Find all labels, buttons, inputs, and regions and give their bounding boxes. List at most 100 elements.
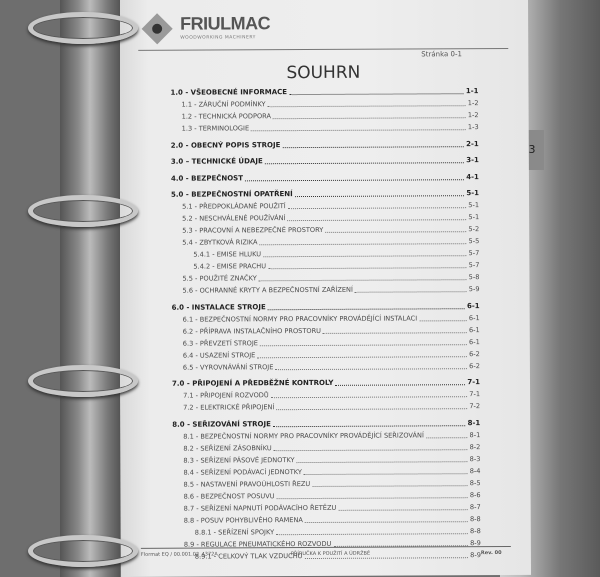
footer-manual-title: PŘÍRUČKA K POUŽITÍ A ÚDRŽBĚ [290, 550, 371, 558]
toc-entry-page: 8-4 [469, 466, 481, 475]
toc-entry-title: 8.4 - SEŘÍZENÍ PODÁVACÍ JEDNOTKY [183, 467, 302, 477]
dot-leader [258, 279, 467, 282]
page-title: SOUHRN [286, 62, 361, 84]
toc-entry-page: 8-2 [469, 442, 481, 451]
toc-entry-page: 5-1 [466, 189, 480, 198]
toc-entry-title: 8.8 - POSUV POHYBLIVÉHO RAMENA [183, 515, 303, 525]
toc-entry-title: 8.0 - SEŘIZOVÁNÍ STROJE [172, 419, 271, 429]
toc-entry-page: 8-1 [467, 418, 481, 427]
dot-leader [273, 448, 468, 451]
toc-entry-title: 5.2 - NESCHVÁLENÉ POUŽÍVÁNÍ [182, 214, 286, 223]
toc-entry-title: 8.8.1 - SEŘÍZENÍ SPOJKY [194, 527, 275, 537]
dot-leader [270, 396, 468, 399]
dot-leader [338, 508, 468, 511]
toc-entry-page: 6-1 [468, 325, 480, 334]
dot-leader [275, 367, 468, 370]
toc-entry-page: 5-5 [468, 237, 480, 246]
toc-entry-title: 6.2 - PŘÍPRAVA INSTALAČNÍHO PROSTORU [182, 326, 321, 336]
toc-entry-title: 8.2 - SEŘÍZENÍ ZÁSOBNÍKU [183, 443, 272, 453]
toc-entry-title: 8.6 - BEZPEČNOST POSUVU [183, 491, 275, 501]
toc-entry: 3.0 – TECHNICKÉ ÚDAJE 3-1 [171, 153, 479, 168]
toc-entry: 1.3 - TERMINOLOGIE 1-3 [171, 121, 479, 135]
binder-ring [28, 365, 138, 397]
toc-entry-title: 1.1 - ZÁRUČNÍ PODMÍNKY [181, 100, 266, 109]
dot-leader [264, 162, 465, 165]
toc-entry-title: 1.3 - TERMINOLOGIE [181, 124, 250, 133]
dot-leader [304, 520, 468, 523]
toc-entry-page: 3-1 [466, 156, 479, 165]
table-of-contents: 1.0 - VŠEOBECNÉ INFORMACE 1-1 1.1 - ZÁRUČN… [170, 84, 480, 562]
toc-entry-title: 7.1 - PŘIPOJENÍ ROZVODŮ [183, 391, 269, 400]
toc-entry: 2.0 - OBECNÝ POPIS STROJE 2-1 [171, 137, 479, 152]
toc-entry-title: 5.3 - PRACOVNÍ A NEBEZPEČNÉ PROSTORY [182, 225, 324, 235]
dot-leader [245, 178, 465, 181]
toc-entry-page: 7-2 [469, 402, 481, 411]
toc-entry-page: 8-1 [469, 430, 481, 439]
binder-spine [60, 0, 120, 577]
binder-ring [28, 535, 138, 567]
dot-leader [251, 129, 466, 132]
page-number: Stránka 0-1 [421, 50, 462, 59]
toc-entry-page: 8-6 [469, 490, 481, 499]
toc-entry: 5.6 - OCHRANNÉ KRYTY A BEZPEČNOSTNÍ ZAŘÍ… [171, 283, 480, 297]
toc-entry-title: 8.1 - BEZPEČNOSTNÍ NORMY PRO PRACOVNÍKY … [183, 430, 424, 441]
toc-entry-title: 8.5 - NASTAVENÍ PRAVOÚHLOSTI ŘEZU [183, 479, 311, 489]
toc-entry-page: 7-1 [469, 390, 481, 399]
brand-name: FRIULMAC [180, 13, 271, 34]
toc-entry-title: 6.4 - USAZENÍ STROJE [182, 350, 256, 360]
toc-entry-title: 7.2 - ELEKTRICKÉ PŘIPOJENÍ [183, 403, 275, 412]
toc-entry-title: 5.4 - ZBYTKOVÁ RIZIKA [182, 238, 258, 247]
dot-leader [304, 556, 469, 559]
toc-entry-title: 4.0 - BEZPEČNOST [170, 173, 244, 183]
toc-entry-title: 5.1 - PŘEDPOKLÁDANÉ POUŽITÍ [182, 202, 286, 211]
toc-entry-page: 5-1 [468, 213, 480, 222]
dot-leader [259, 343, 468, 346]
toc-entry-title: 3.0 – TECHNICKÉ ÚDAJE [170, 157, 263, 166]
dot-leader [303, 472, 468, 475]
toc-entry-page: 1-3 [467, 123, 479, 132]
toc-entry-title: 7.0 - PŘIPOJENÍ A PŘEDBĚŽNÉ KONTROLY [171, 378, 334, 388]
toc-entry-page: 8-5 [469, 478, 481, 487]
toc-entry-page: 6-1 [466, 301, 480, 310]
toc-entry-page: 5-1 [468, 201, 480, 210]
dot-leader [268, 267, 467, 270]
toc-entry-page: 5-7 [468, 261, 480, 270]
dot-leader [287, 219, 467, 222]
toc-entry-title: 1.0 - VŠEOBECNÉ INFORMACE [170, 88, 288, 97]
dot-leader [257, 355, 468, 358]
brand-subtitle: WOODWORKING MACHINERY [180, 35, 256, 41]
dot-leader [276, 532, 469, 535]
toc-entry-page: 1-2 [467, 111, 479, 120]
toc-entry-title: 1.2 - TECHNICKÁ PODPORA [181, 112, 271, 121]
friulmac-logo-icon [141, 13, 173, 45]
footer-revision: Rev. 00 [480, 549, 502, 557]
binder-ring [28, 12, 138, 44]
toc-entry-page: 6-2 [469, 349, 480, 358]
toc-entry-page: 1-1 [465, 87, 479, 96]
toc-entry: 4.0 - BEZPEČNOST 4-1 [171, 170, 479, 185]
toc-entry-page: 5-8 [468, 273, 480, 282]
dot-leader [276, 408, 468, 411]
dot-leader [322, 331, 467, 334]
dot-leader [335, 384, 466, 386]
toc-entry-title: 6.1 - BEZPEČNOSTNÍ NORMY PRO PRACOVNÍKY … [182, 313, 418, 324]
toc-entry-page: 8-7 [469, 502, 481, 511]
dot-leader [325, 231, 467, 233]
document-page: FRIULMAC WOODWORKING MACHINERY Stránka 0… [118, 0, 532, 577]
dot-leader [312, 484, 468, 487]
toc-entry-title: 5.4.2 - EMISE PRACHU [193, 262, 267, 271]
footer-doc-code: Flormat EQ / 00.001.02_4372A [140, 551, 218, 558]
dot-leader [419, 319, 467, 321]
toc-entry-title: 8.3 - SEŘÍZENÍ PÁSOVÉ JEDNOTKY [183, 455, 295, 465]
binder-ring [28, 195, 138, 227]
dot-leader [276, 496, 468, 499]
toc-entry-page: 8-3 [469, 454, 481, 463]
dot-leader [296, 460, 468, 463]
dot-leader [259, 243, 467, 246]
toc-entry-page: 5-9 [468, 285, 480, 294]
dot-leader [272, 424, 466, 427]
dot-leader [267, 307, 465, 310]
toc-entry-title: 5.0 - BEZPEČNOSTNÍ OPATŘENÍ [170, 190, 293, 199]
toc-entry-page: 6-1 [468, 313, 480, 322]
toc-entry-title: 5.4.1 - EMISE HLUKU [193, 250, 262, 259]
